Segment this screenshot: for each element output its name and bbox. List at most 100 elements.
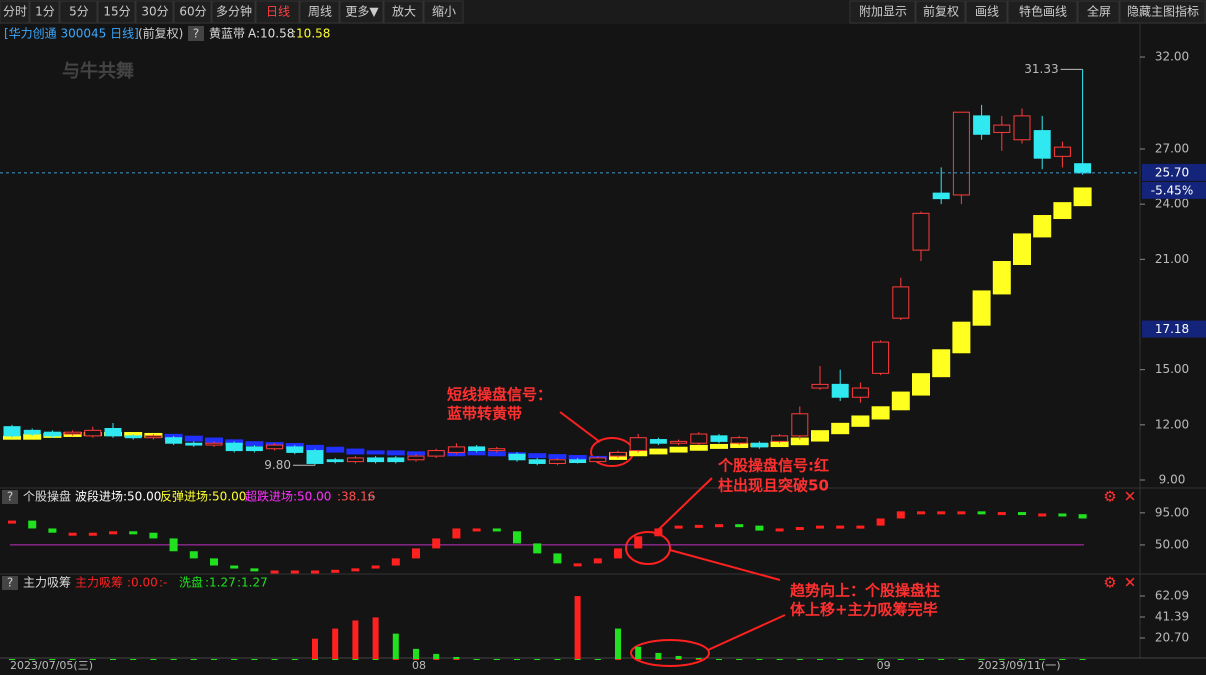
toolbar-button[interactable] bbox=[1077, 0, 1120, 24]
bar bbox=[593, 558, 602, 564]
candle-body bbox=[124, 435, 142, 439]
close[interactable]: ✕ bbox=[1124, 574, 1137, 592]
help-box[interactable] bbox=[188, 26, 204, 41]
toolbar-label[interactable]: 15分 bbox=[103, 5, 130, 19]
toolbar-label[interactable]: 全屏 bbox=[1087, 4, 1111, 19]
toolbar-label[interactable]: 前复权 bbox=[923, 4, 959, 19]
high-note: 31.33 bbox=[1024, 62, 1058, 76]
help-box[interactable] bbox=[2, 490, 18, 504]
toolbar-button[interactable] bbox=[339, 0, 384, 24]
toolbar-label[interactable]: 60分 bbox=[179, 5, 206, 19]
toolbar-button[interactable] bbox=[423, 0, 464, 24]
y-tick-label: 41.39 bbox=[1155, 610, 1189, 624]
bar bbox=[453, 656, 460, 659]
toolbar-label[interactable]: 附加显示 bbox=[859, 5, 907, 19]
toolbar-label[interactable]: 放大 bbox=[392, 4, 416, 19]
toolbar-label[interactable]: 日线 bbox=[266, 5, 290, 19]
toolbar-label[interactable]: 5分 bbox=[69, 5, 89, 19]
candle-body bbox=[811, 383, 829, 389]
close[interactable]: ✕ bbox=[1124, 488, 1137, 506]
toolbar-button[interactable] bbox=[29, 0, 60, 24]
toolbar-label[interactable]: 30分 bbox=[141, 5, 168, 19]
toolbar-button[interactable] bbox=[255, 0, 300, 24]
bar bbox=[251, 659, 258, 660]
candle-body bbox=[912, 212, 930, 251]
bar bbox=[433, 659, 440, 660]
y-tick-label: 9.00 bbox=[1159, 473, 1186, 487]
adjust: (前复权) bbox=[138, 26, 183, 41]
toolbar-button[interactable] bbox=[965, 0, 1008, 24]
candle-body bbox=[43, 431, 61, 437]
toolbar-button[interactable] bbox=[299, 0, 340, 24]
bar bbox=[957, 511, 966, 515]
bar bbox=[372, 617, 379, 659]
bar bbox=[817, 659, 823, 660]
candle-body bbox=[3, 426, 21, 437]
band-segment bbox=[790, 437, 809, 446]
candle-body bbox=[569, 459, 587, 464]
toolbar-button[interactable] bbox=[0, 0, 30, 24]
toolbar-button[interactable] bbox=[915, 0, 966, 24]
toolbar-label[interactable]: 特色画线 bbox=[1019, 4, 1067, 19]
bar bbox=[674, 525, 683, 529]
settings[interactable]: ⚙ bbox=[1103, 488, 1116, 506]
bar bbox=[615, 659, 621, 660]
band-segment bbox=[23, 433, 42, 440]
bar bbox=[413, 659, 419, 660]
bar bbox=[675, 655, 682, 659]
band-segment bbox=[871, 406, 890, 420]
toolbar-button[interactable] bbox=[135, 0, 174, 24]
candle-body bbox=[609, 451, 627, 457]
bar bbox=[230, 565, 239, 569]
bar bbox=[635, 646, 642, 659]
toolbar-label[interactable]: 1分 bbox=[35, 5, 55, 19]
candle-body bbox=[1053, 146, 1071, 157]
marker-label: 17.18 bbox=[1155, 322, 1189, 336]
candle-body bbox=[670, 440, 688, 444]
candle-body bbox=[1033, 130, 1051, 159]
toolbar-label[interactable]: 隐藏主图指标 bbox=[1127, 4, 1199, 19]
toolbar-button[interactable] bbox=[1007, 0, 1078, 24]
candle-body bbox=[144, 435, 162, 439]
bar bbox=[574, 596, 581, 659]
x-tick-label: 2023/09/11(一) bbox=[978, 659, 1061, 672]
toolbar-label[interactable]: 多分钟 bbox=[216, 4, 252, 19]
toolbar-button[interactable] bbox=[59, 0, 98, 24]
bar bbox=[736, 659, 743, 660]
bar bbox=[816, 525, 824, 529]
bar bbox=[937, 511, 946, 515]
toolbar-button[interactable] bbox=[211, 0, 256, 24]
candle-body bbox=[649, 439, 667, 444]
help-box[interactable] bbox=[2, 576, 18, 590]
help[interactable]: ? bbox=[7, 490, 13, 504]
bar bbox=[352, 659, 359, 660]
toolbar-label[interactable]: 画线 bbox=[975, 5, 999, 19]
candle-body bbox=[346, 457, 364, 463]
candle-body bbox=[165, 437, 183, 444]
bar bbox=[392, 659, 399, 660]
toolbar-button[interactable] bbox=[97, 0, 136, 24]
toolbar-label[interactable]: 更多▼ bbox=[345, 5, 379, 19]
arrow bbox=[669, 549, 781, 581]
bar bbox=[675, 659, 682, 660]
toolbar-button[interactable] bbox=[1119, 0, 1206, 24]
stock-title: [华力创通 300045 日线] bbox=[4, 27, 139, 41]
bar bbox=[554, 659, 561, 660]
toolbar-button[interactable] bbox=[383, 0, 424, 24]
candle-body bbox=[690, 433, 708, 444]
bar bbox=[917, 511, 925, 515]
candle-body bbox=[468, 446, 486, 452]
candle-body bbox=[407, 455, 425, 461]
toolbar-label[interactable]: 周线 bbox=[308, 5, 332, 19]
bar bbox=[755, 525, 764, 531]
bar bbox=[88, 532, 97, 536]
toolbar-button[interactable] bbox=[173, 0, 212, 24]
toolbar-label[interactable]: 缩小 bbox=[432, 4, 456, 19]
help[interactable]: ? bbox=[193, 27, 199, 41]
toolbar-label[interactable]: 分时 bbox=[3, 5, 27, 19]
bar bbox=[189, 551, 198, 559]
settings[interactable]: ⚙ bbox=[1103, 574, 1116, 592]
toolbar-button[interactable] bbox=[849, 0, 916, 24]
candle-body bbox=[730, 437, 748, 444]
help[interactable]: ? bbox=[7, 576, 13, 590]
